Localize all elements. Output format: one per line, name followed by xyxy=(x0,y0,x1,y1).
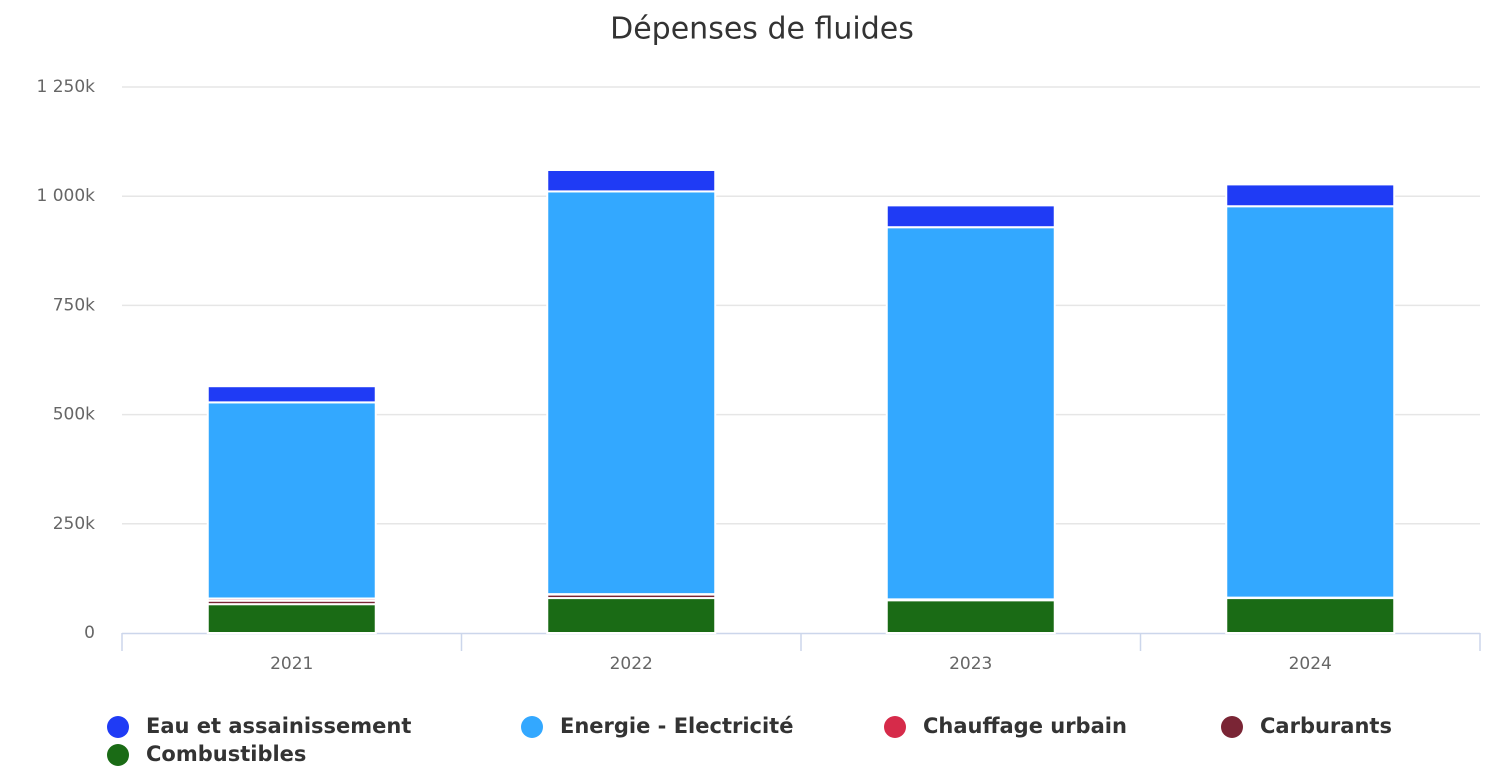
bar-segment xyxy=(885,599,1056,634)
legend-marker xyxy=(107,744,129,766)
legend-label: Eau et assainissement xyxy=(146,714,411,738)
bar-segment xyxy=(206,385,377,404)
legend-label: Carburants xyxy=(1260,714,1392,738)
bar-segment xyxy=(206,603,377,635)
bar-segment xyxy=(206,401,377,600)
y-tick-label: 500k xyxy=(53,405,95,425)
y-tick-label: 1 250k xyxy=(36,77,95,97)
legend-marker xyxy=(107,716,129,738)
y-tick-label: 1 000k xyxy=(36,186,95,206)
bar-segment xyxy=(885,226,1056,601)
legend-marker xyxy=(884,716,906,738)
bar-segment xyxy=(546,168,717,193)
bar-segment xyxy=(1225,597,1396,635)
x-tick-label: 2023 xyxy=(949,654,992,674)
bar-segment xyxy=(1225,183,1396,208)
legend-marker xyxy=(1221,716,1243,738)
legend-marker xyxy=(521,716,543,738)
chart-title: Dépenses de fluides xyxy=(610,12,914,47)
legend-label: Energie - Electricité xyxy=(560,714,793,738)
bar-segment xyxy=(546,190,717,596)
bar-segment xyxy=(885,204,1056,229)
y-tick-label: 750k xyxy=(53,295,95,315)
y-tick-label: 0 xyxy=(84,623,95,643)
legend-label: Combustibles xyxy=(146,742,306,766)
legend-label: Chauffage urbain xyxy=(923,714,1127,738)
x-tick-label: 2024 xyxy=(1289,654,1332,674)
x-tick-label: 2021 xyxy=(270,654,313,674)
bar-segment xyxy=(1225,205,1396,599)
y-tick-label: 250k xyxy=(53,514,95,534)
x-tick-label: 2022 xyxy=(610,654,653,674)
bar-segment xyxy=(546,597,717,635)
